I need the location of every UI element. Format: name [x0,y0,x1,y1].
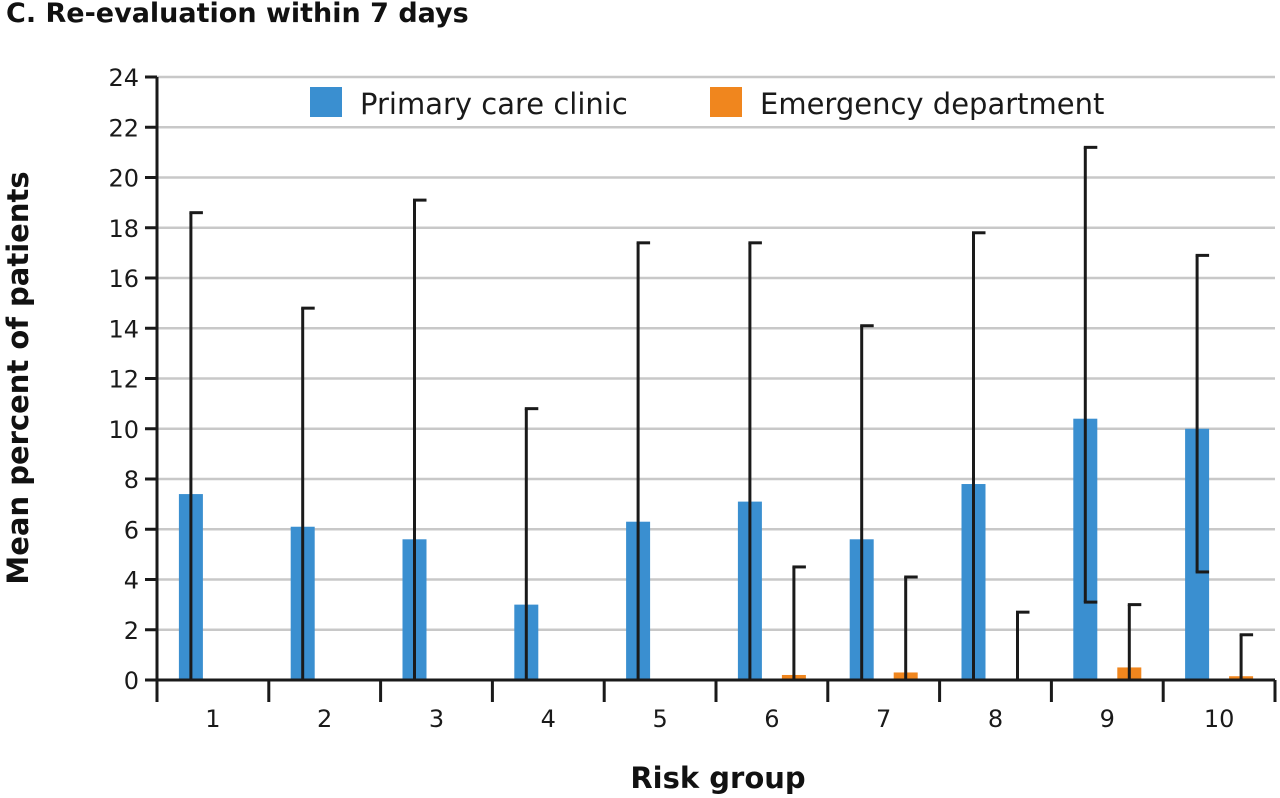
y-tick-label: 12 [108,366,139,394]
error-bar-emergency-7 [904,575,918,680]
x-tick-label: 6 [764,705,779,733]
y-axis-title: Mean percent of patients [1,171,35,584]
error-bar-primary-care-8 [972,231,986,680]
error-bar-primary-care-9 [1083,145,1098,604]
legend-swatch [310,87,342,117]
x-axis-title: Risk group [630,761,805,795]
legend: Primary care clinic Emergency department [310,87,1104,121]
x-tick-label: 2 [317,705,332,733]
y-tick-label: 16 [108,265,139,293]
x-tick-label: 4 [541,705,556,733]
legend-label: Emergency department [760,87,1104,121]
x-tick-label: 9 [1100,705,1115,733]
x-tick-label: 10 [1204,705,1235,733]
chart-title: C. Re-evaluation within 7 days [6,0,469,29]
x-tick-label: 3 [429,705,444,733]
error-bars [189,145,1254,680]
x-tick-label: 1 [205,705,220,733]
y-tick-label: 2 [124,617,139,645]
y-tick-label: 0 [124,667,139,695]
error-bar-primary-care-7 [860,324,874,680]
x-tick-label: 7 [876,705,891,733]
error-bar-emergency-10 [1239,633,1254,680]
y-tick-label: 24 [108,64,139,92]
legend-label: Primary care clinic [360,87,628,121]
error-bar-primary-care-6 [748,241,762,680]
error-bar-emergency-9 [1127,603,1142,680]
y-tick-label: 22 [108,114,139,142]
legend-item-primary-care: Primary care clinic [310,87,628,121]
error-bar-primary-care-10 [1195,253,1210,574]
error-bar-primary-care-1 [189,211,203,680]
y-tick-label: 4 [124,567,139,595]
legend-item-emergency: Emergency department [710,87,1104,121]
y-tick-label: 8 [124,466,139,494]
x-tick-label: 5 [652,705,667,733]
error-bar-emergency-8 [1016,610,1030,680]
y-tick-label: 14 [108,315,139,343]
error-bar-primary-care-4 [524,407,539,680]
x-tick-label: 8 [988,705,1003,733]
legend-swatch [710,87,742,117]
y-tick-label: 10 [108,416,139,444]
bars [178,418,1254,680]
y-tick-label: 20 [108,165,139,193]
gridlines [157,75,1275,631]
error-bar-primary-care-5 [636,241,651,680]
y-tick-label: 6 [124,516,139,544]
y-tick-label: 18 [108,215,139,243]
error-bar-primary-care-3 [413,198,427,680]
error-bar-emergency-6 [792,565,806,680]
error-bar-primary-care-2 [301,306,315,680]
